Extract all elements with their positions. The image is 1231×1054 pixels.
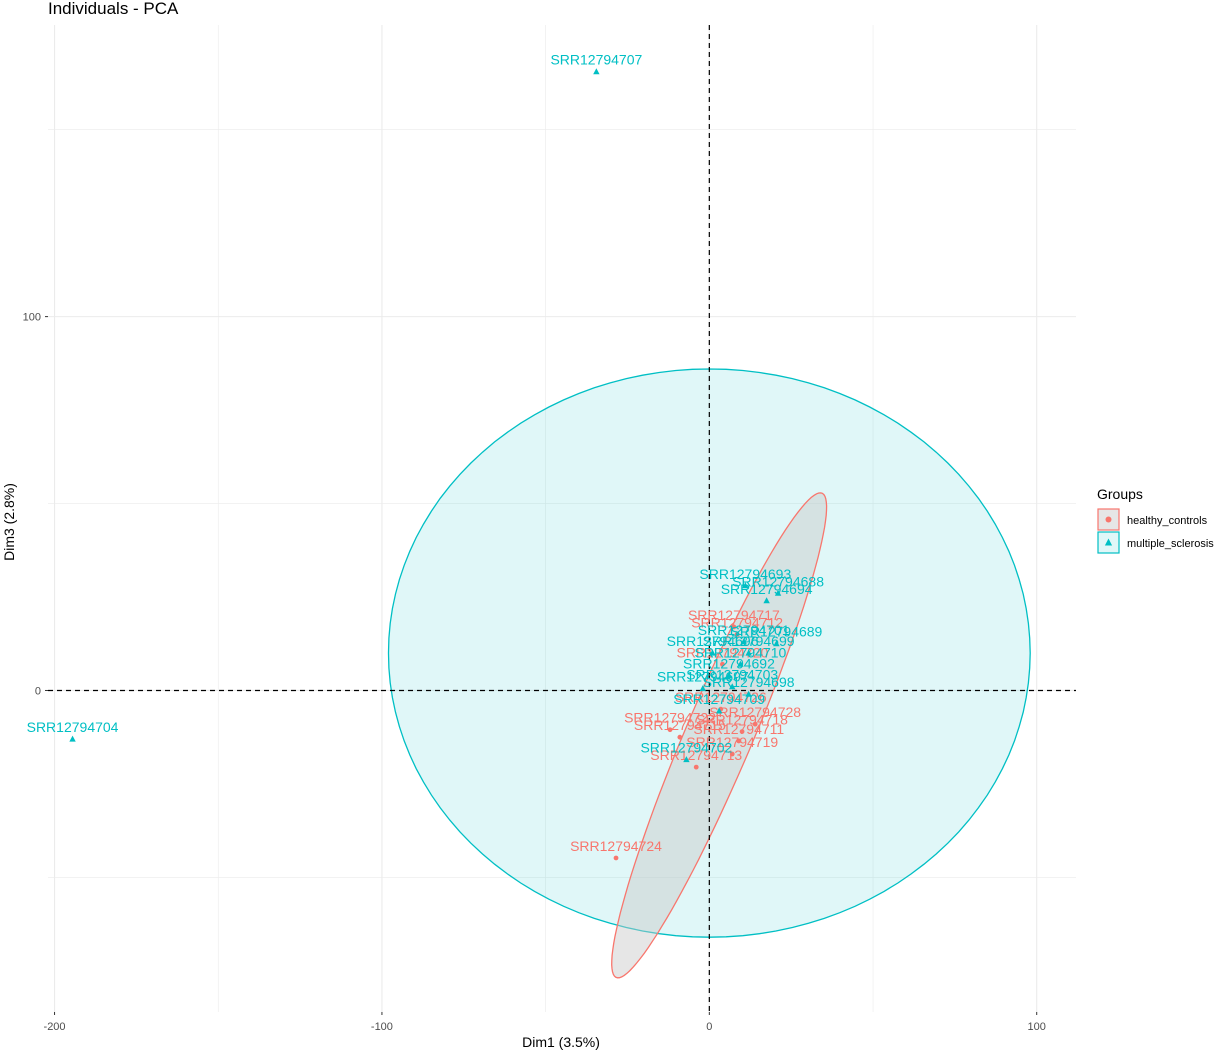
legend-marker-healthy_controls [1105,516,1112,523]
x-axis-label: Dim1 (3.5%) [522,1034,600,1050]
data-point-healthy_controls [739,729,745,735]
data-point-healthy_controls [736,738,742,744]
data-point-multiple_sclerosis [683,756,690,763]
x-tick-label: -200 [44,1021,66,1033]
x-tick-label: -100 [371,1021,393,1033]
data-point-multiple_sclerosis [763,597,770,604]
data-point-healthy_controls [752,721,758,727]
point-label: SRR12794694 [721,581,813,597]
point-label: SRR12794693 [699,566,791,582]
y-axis-label: Dim3 (2.8%) [1,483,17,561]
point-label: SRR12794719 [686,734,778,750]
data-point-multiple_sclerosis [774,589,782,596]
point-label: SRR12794688 [732,573,824,589]
point-label: SRR12794726 [675,689,767,705]
y-tick-label: 0 [35,685,41,697]
legend-label-multiple_sclerosis: multiple_sclerosis [1127,538,1214,550]
point-label: SRR12794718 [696,712,788,728]
point-label: SRR12794709 [673,691,765,707]
point-label: SRR12794713 [650,747,742,763]
data-point-healthy_controls [720,661,725,667]
point-label: SRR12794697 [657,669,749,685]
point-label: SRR12794704 [27,719,119,735]
data-point-healthy_controls [729,751,735,757]
point-label: SRR12794724 [570,838,662,854]
legend-label-healthy_controls: healthy_controls [1127,515,1208,527]
data-point-multiple_sclerosis [729,683,736,690]
point-label: SRR12794711 [693,721,784,737]
point-label: SRR12794702 [640,740,732,756]
data-point-healthy_controls [613,855,619,861]
confidence-ellipse-multiple_sclerosis [387,368,1031,938]
chart-title: Individuals - PCA [48,0,179,18]
x-tick-label: 100 [1028,1021,1046,1033]
point-label: SRR12794699 [703,633,795,649]
point-label: SRR12794712 [691,614,783,630]
point-label: SRR12794710 [694,644,786,660]
data-point-multiple_sclerosis [740,638,747,645]
point-label: SRR12794696 [667,633,759,649]
point-label: SRR12794689 [731,624,823,640]
point-label: SRR12794701 [698,622,790,638]
legend-title: Groups [1097,486,1143,502]
data-point-healthy_controls [693,764,699,770]
legend-marker-multiple_sclerosis [1104,538,1113,546]
point-label: SRR12794717 [688,607,780,623]
plot-panel: SRR12794724SRR12794717SRR12794712SRR1279… [27,25,1076,1012]
data-point-multiple_sclerosis [709,649,716,656]
data-point-healthy_controls [731,624,737,630]
data-point-multiple_sclerosis [699,685,706,692]
x-tick-label: 0 [706,1021,712,1033]
data-point-multiple_sclerosis [69,735,76,742]
point-label: SRR12794707 [550,52,642,68]
data-point-multiple_sclerosis [725,672,733,679]
data-point-multiple_sclerosis [742,582,749,589]
point-label: SRR12794728 [709,704,801,720]
data-point-healthy_controls [667,727,673,733]
data-point-multiple_sclerosis [737,660,744,667]
point-label: SRR12794692 [683,656,775,672]
point-label: SRR12794703 [686,667,778,683]
data-point-multiple_sclerosis [593,68,600,75]
point-label: SRR12794698 [703,674,795,690]
confidence-ellipse-healthy_controls [611,492,828,979]
point-label: SRR12794722 [624,710,716,726]
data-point-multiple_sclerosis [745,649,752,656]
data-point-multiple_sclerosis [745,690,752,697]
legend: Groups healthy_controls multiple_sclerosi… [1097,486,1214,554]
data-point-healthy_controls [734,631,740,637]
data-point-multiple_sclerosis [715,707,723,714]
y-tick-label: 100 [23,312,41,324]
data-point-multiple_sclerosis [773,640,780,647]
point-label: SRR12794720 [676,644,768,660]
data-point-healthy_controls [677,734,683,740]
point-label: SRR12794715 [634,717,726,733]
